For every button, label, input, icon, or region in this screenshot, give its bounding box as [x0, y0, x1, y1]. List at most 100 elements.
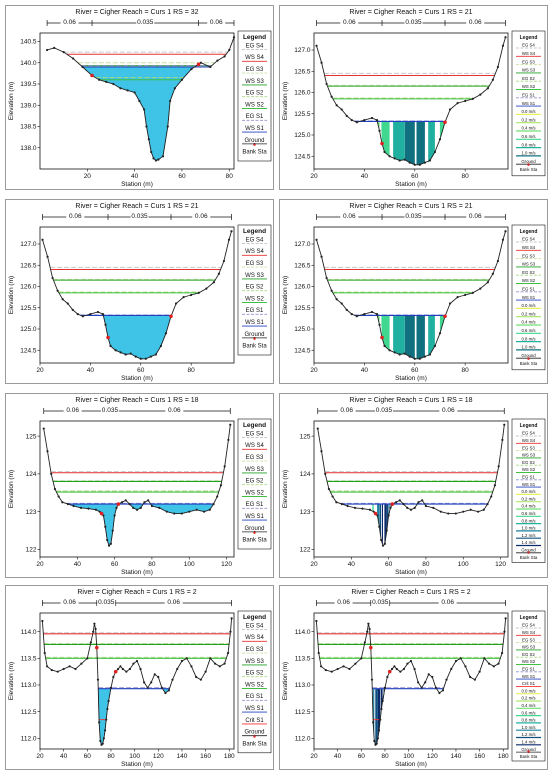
manning-label-bg	[207, 19, 226, 26]
ground-point	[133, 91, 136, 94]
legend-entry: 1.4 m/s	[521, 540, 535, 545]
x-tick-label: 40	[74, 561, 82, 568]
legend-entry: 1.0 m/s	[521, 345, 535, 350]
legend-entry: WS S4	[245, 249, 264, 255]
ground-point	[109, 344, 112, 348]
ground-point	[92, 630, 95, 633]
plot-area	[39, 32, 235, 170]
legend-box	[511, 30, 546, 177]
ground-point	[418, 163, 421, 166]
ground-point	[408, 161, 411, 164]
ground-point	[375, 742, 378, 745]
legend-entry: WS S3	[245, 79, 264, 85]
ground-point	[361, 507, 364, 510]
ground-point	[438, 691, 441, 695]
ground-point	[469, 508, 472, 511]
manning-label-bg	[130, 213, 149, 220]
ground-point	[227, 438, 230, 441]
ground-point	[230, 617, 233, 620]
legend-entry: Ground	[521, 548, 536, 553]
ground-point	[350, 119, 353, 122]
x-tick-label: 20	[310, 367, 318, 374]
legend-entry: WS S3	[522, 645, 536, 650]
bank-station-marker	[94, 645, 99, 650]
x-tick-label: 40	[87, 367, 95, 374]
ground-point	[315, 238, 318, 241]
ground-point	[169, 99, 172, 103]
y-tick-label: 125.0	[20, 326, 37, 333]
y-tick-label: 140.5	[20, 39, 37, 46]
ground-point	[61, 298, 64, 301]
ground-point	[53, 46, 56, 49]
ground-point	[420, 686, 423, 689]
ground-point	[378, 323, 381, 326]
y-tick-label: 124.5	[294, 153, 311, 160]
y-tick-label: 139.5	[20, 81, 37, 88]
ground-point	[424, 504, 428, 508]
ground-point	[503, 630, 506, 633]
manning-label-bg	[100, 407, 119, 414]
ground-point	[393, 157, 396, 160]
ground-point	[216, 59, 219, 62]
ground-point	[346, 504, 349, 508]
ground-point	[479, 287, 482, 290]
manning-label: 0.06	[168, 407, 181, 414]
ground-point	[111, 529, 114, 532]
legend-entry: EG S1	[246, 502, 264, 508]
ground-point	[378, 129, 381, 132]
manning-label: 0.06	[442, 407, 455, 414]
ground-point	[98, 510, 101, 513]
legend-entry: EG S1	[522, 93, 535, 98]
y-tick-label: 126.0	[294, 284, 311, 291]
ground-point	[164, 691, 167, 695]
ground-point	[102, 514, 105, 517]
ground-point	[450, 667, 453, 671]
ground-point	[413, 667, 416, 671]
legend-entry: Bank Sta	[520, 555, 538, 560]
ground-point	[482, 508, 485, 511]
ground-point	[427, 673, 430, 676]
ground-point	[173, 512, 176, 515]
ground-point	[152, 157, 155, 160]
ground-point	[218, 665, 221, 668]
legend-entry: 0.4 m/s	[521, 703, 535, 708]
ground-point	[370, 116, 374, 120]
legend-box	[237, 418, 272, 550]
legend-entry: EG S3	[246, 455, 264, 461]
legend-entry: Ground	[244, 138, 264, 144]
ground-point	[402, 503, 405, 506]
legend-entry: WS S4	[522, 245, 536, 250]
x-tick-label: 80	[462, 367, 470, 374]
ground-point	[395, 667, 398, 671]
ground-point	[408, 355, 411, 358]
ground-point	[486, 281, 489, 284]
manning-label: 0.06	[340, 407, 353, 414]
ground-point	[165, 510, 168, 513]
bank-station-marker	[373, 511, 378, 516]
ground-point	[380, 707, 383, 711]
legend-title: Legend	[520, 615, 538, 621]
x-tick-label: 80	[226, 173, 234, 180]
ground-point	[398, 353, 401, 356]
ground-point	[490, 495, 493, 498]
manning-label-bg	[371, 599, 390, 606]
ground-point	[227, 238, 231, 241]
ground-point	[212, 503, 215, 506]
manning-label-bg	[340, 19, 359, 26]
y-tick-label: 125.5	[294, 305, 311, 312]
legend-entry: EG S3	[522, 59, 535, 64]
legend-entry: EG S2	[246, 671, 264, 677]
legend-entry: WS S2	[245, 102, 264, 108]
legend-entry: EG S4	[246, 623, 264, 629]
ground-point	[368, 508, 372, 511]
ground-point	[204, 670, 207, 673]
ground-point	[441, 689, 445, 692]
manning-label-bg	[340, 213, 359, 220]
ground-point	[195, 508, 198, 511]
velocity-fill	[439, 315, 446, 346]
legend-swatch-dot	[527, 750, 530, 753]
ground-point	[45, 665, 49, 668]
x-tick-label: 20	[310, 753, 318, 760]
y-tick-label: 123	[300, 509, 311, 516]
ground-point	[132, 506, 135, 509]
